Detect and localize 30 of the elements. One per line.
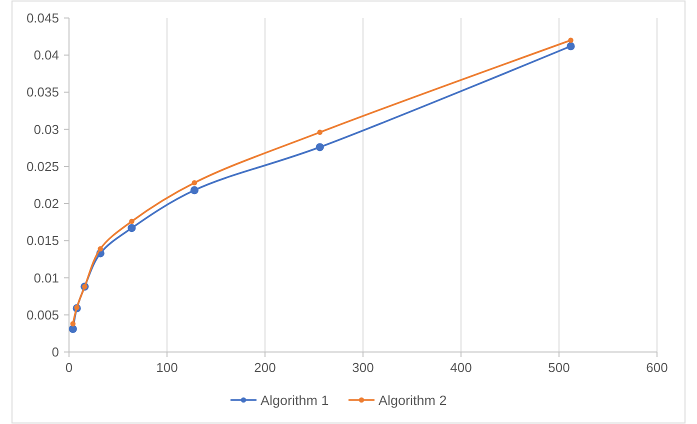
- legend-label: Algorithm 2: [378, 393, 447, 408]
- point: [128, 224, 136, 232]
- y-tick-label: 0.02: [34, 196, 59, 212]
- point: [70, 321, 76, 326]
- point: [190, 186, 199, 194]
- y-tick-label: 0.005: [26, 307, 59, 322]
- point: [129, 218, 134, 224]
- legend-label: Algorithm 1: [260, 393, 329, 408]
- y-tick-label: 0.045: [26, 10, 59, 26]
- x-tick-label: 200: [254, 360, 276, 375]
- point: [98, 246, 104, 252]
- y-tick-label: 0.03: [34, 122, 59, 137]
- y-tick-label: 0.01: [34, 270, 59, 286]
- point: [568, 38, 574, 43]
- point: [316, 143, 324, 152]
- y-tick-label: 0.025: [26, 158, 59, 174]
- point: [68, 324, 77, 334]
- y-tick-label: 0: [52, 344, 59, 360]
- y-tick-label: 0.04: [34, 48, 59, 63]
- x-tick-label: 400: [450, 360, 472, 375]
- y-tick-label: 0.015: [26, 233, 59, 248]
- y-tick-label: 0.035: [26, 84, 59, 100]
- point: [317, 130, 323, 135]
- x-tick-label: 0: [65, 360, 73, 375]
- x-tick-label: 100: [156, 360, 178, 375]
- x-tick-label: 600: [646, 360, 668, 375]
- x-tick-label: 500: [548, 360, 570, 375]
- x-tick-label: 300: [352, 360, 374, 375]
- point: [566, 42, 575, 50]
- point: [192, 180, 198, 186]
